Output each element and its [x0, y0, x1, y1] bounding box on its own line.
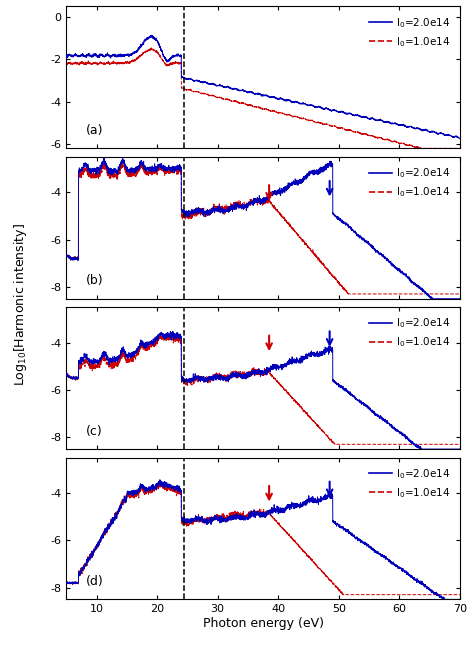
X-axis label: Photon energy (eV): Photon energy (eV) — [202, 617, 324, 630]
Legend: I$_0$=2.0e14, I$_0$=1.0e14: I$_0$=2.0e14, I$_0$=1.0e14 — [365, 463, 455, 504]
Legend: I$_0$=2.0e14, I$_0$=1.0e14: I$_0$=2.0e14, I$_0$=1.0e14 — [365, 312, 455, 354]
Text: (a): (a) — [86, 124, 103, 137]
Text: Log$_{10}$[Harmonic intensity]: Log$_{10}$[Harmonic intensity] — [12, 223, 29, 386]
Text: (c): (c) — [86, 424, 103, 437]
Legend: I$_0$=2.0e14, I$_0$=1.0e14: I$_0$=2.0e14, I$_0$=1.0e14 — [365, 162, 455, 203]
Legend: I$_0$=2.0e14, I$_0$=1.0e14: I$_0$=2.0e14, I$_0$=1.0e14 — [365, 12, 455, 53]
Text: (b): (b) — [86, 274, 104, 287]
Text: (d): (d) — [86, 575, 104, 588]
